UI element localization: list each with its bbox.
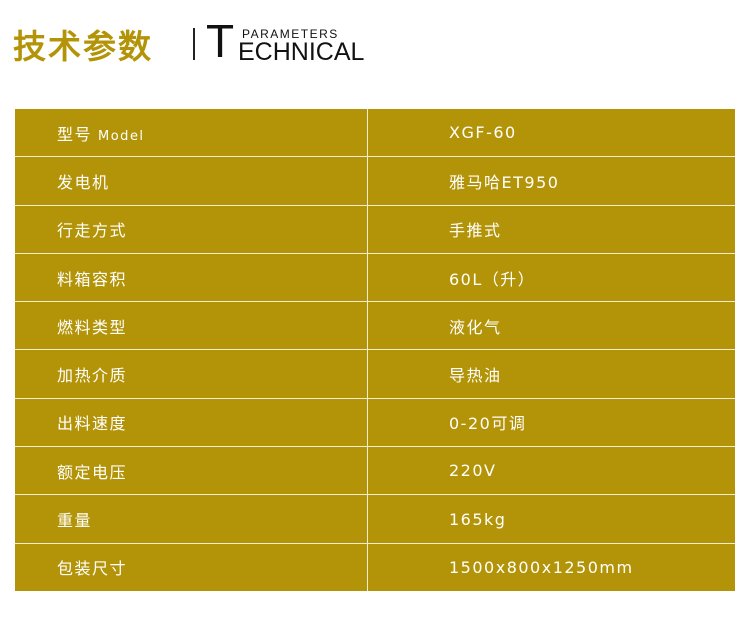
table-row: 重量 165kg xyxy=(15,494,735,544)
table-row: 燃料类型 液化气 xyxy=(15,301,735,351)
title-en-subtitle: PARAMETERS xyxy=(242,27,339,41)
title-cn: 技术参数 xyxy=(13,27,153,66)
title-divider xyxy=(193,28,195,60)
spec-value: 手推式 xyxy=(367,205,735,254)
table-row: 加热介质 导热油 xyxy=(15,349,735,399)
spec-label: 额定电压 xyxy=(15,446,368,496)
spec-label-text: 出料速度 xyxy=(57,414,128,434)
spec-label: 料箱容积 xyxy=(15,253,368,303)
spec-label: 行走方式 xyxy=(15,205,368,254)
spec-value: 0-20可调 xyxy=(367,398,735,448)
spec-label: 燃料类型 xyxy=(15,301,368,351)
spec-label-text: 重量 xyxy=(57,511,93,531)
spec-label: 出料速度 xyxy=(15,398,368,448)
title-en: ECHNICAL xyxy=(238,38,365,66)
spec-label-en: Model xyxy=(98,128,145,144)
table-row: 型号 Model XGF-60 xyxy=(15,109,735,158)
spec-label: 包装尺寸 xyxy=(15,543,368,591)
spec-value: 液化气 xyxy=(367,301,735,351)
table-row: 额定电压 220V xyxy=(15,446,735,496)
spec-label-text: 包装尺寸 xyxy=(57,559,128,579)
spec-label-text: 发电机 xyxy=(57,172,110,192)
table-row: 发电机 雅马哈ET950 xyxy=(15,156,735,206)
table-row: 行走方式 手推式 xyxy=(15,205,735,254)
spec-value: 雅马哈ET950 xyxy=(367,156,735,206)
spec-label-text: 型号 xyxy=(57,124,93,144)
spec-value: 165kg xyxy=(367,494,735,544)
spec-value: 1500x800x1250mm xyxy=(449,557,634,577)
spec-value: 60L（升） xyxy=(367,253,735,303)
spec-table: 型号 Model XGF-60 发电机 雅马哈ET950 行走方式 手推式料箱容积 60L（升… xyxy=(15,109,735,591)
spec-label: 重量 xyxy=(15,494,368,544)
spec-label-text: 加热介质 xyxy=(57,366,128,386)
spec-label-text: 额定电压 xyxy=(57,462,128,482)
spec-label: 型号 Model xyxy=(15,109,368,158)
spec-value: 导热油 xyxy=(367,349,735,399)
spec-label: 加热介质 xyxy=(15,349,368,399)
table-row: 料箱容积 60L（升） xyxy=(15,253,735,303)
spec-value: 220V xyxy=(367,446,735,496)
spec-value: XGF-60 xyxy=(367,109,735,158)
spec-label: 发电机 xyxy=(15,156,368,206)
table-row: 出料速度 0-20可调 xyxy=(15,398,735,448)
spec-label-text: 行走方式 xyxy=(57,221,128,241)
table-row: 包装尺寸 1500x800x1250mm xyxy=(15,543,735,591)
spec-label-text: 料箱容积 xyxy=(57,269,128,289)
spec-label-text: 燃料类型 xyxy=(57,317,128,337)
title-en-initial: T xyxy=(206,15,235,67)
